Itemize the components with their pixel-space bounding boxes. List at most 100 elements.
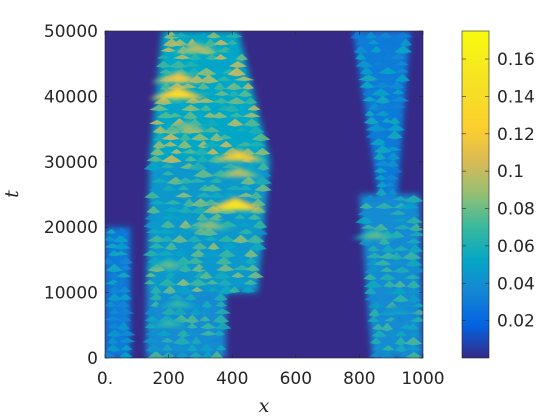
heatmap-cell bbox=[391, 294, 410, 303]
heatmap-cell bbox=[357, 74, 380, 82]
heatmap-cell bbox=[371, 195, 387, 202]
heatmap-cell bbox=[213, 292, 228, 302]
heatmap-cell bbox=[237, 192, 255, 198]
y-tick-label: 50000 bbox=[44, 22, 98, 42]
heatmap-cell bbox=[386, 130, 403, 140]
heatmap-cell bbox=[173, 250, 187, 257]
heatmap-cell bbox=[162, 206, 182, 213]
heatmap-cell bbox=[350, 31, 365, 40]
heatmap-cell bbox=[224, 32, 243, 39]
heatmap-cell bbox=[404, 288, 423, 295]
heatmap-cell bbox=[212, 97, 230, 104]
heatmap-cell bbox=[160, 47, 177, 53]
heatmap-cell bbox=[411, 302, 423, 308]
heatmap-cell bbox=[403, 194, 423, 203]
heatmap-cell bbox=[173, 336, 191, 346]
heatmap-cell bbox=[216, 76, 232, 82]
heatmap-cell bbox=[386, 159, 399, 168]
heatmap-cell bbox=[214, 90, 230, 96]
heatmap-cell bbox=[365, 123, 388, 132]
heatmap-cell bbox=[257, 161, 270, 171]
heatmap-cell bbox=[172, 307, 187, 316]
heatmap-cell bbox=[231, 272, 245, 278]
heatmap-cell bbox=[238, 228, 254, 235]
heatmap-cell bbox=[372, 53, 387, 60]
heatmap-cell bbox=[188, 162, 208, 171]
heatmap-cell bbox=[162, 285, 178, 295]
heatmap-cell bbox=[367, 316, 380, 323]
heatmap-cell bbox=[199, 104, 213, 112]
heatmap-cell bbox=[197, 82, 210, 90]
heatmap-cell bbox=[374, 81, 392, 88]
colorbar-tick-label: 0.1 bbox=[497, 162, 524, 182]
heatmap-cell bbox=[161, 154, 182, 164]
heatmap-cell bbox=[377, 217, 397, 223]
heatmap-cell bbox=[203, 236, 218, 242]
heatmap-cell bbox=[146, 155, 164, 162]
heatmap-cell bbox=[202, 292, 215, 302]
heatmap-cell bbox=[380, 244, 396, 253]
colorbar-tick-label: 0.08 bbox=[497, 200, 535, 220]
heatmap-cell bbox=[209, 132, 224, 142]
heatmap-cell bbox=[389, 237, 402, 246]
heatmap-cell bbox=[105, 235, 116, 242]
heatmap-cell bbox=[242, 112, 261, 118]
heatmap-cell bbox=[361, 96, 377, 102]
heatmap-cell bbox=[374, 202, 394, 209]
heatmap-cell bbox=[210, 337, 222, 343]
heatmap-cell bbox=[213, 308, 231, 315]
heatmap-cell bbox=[381, 117, 392, 124]
heatmap-cell bbox=[378, 273, 397, 281]
heatmap-cell bbox=[184, 293, 197, 301]
heatmap-cell bbox=[114, 250, 129, 256]
heatmap-peak-11 bbox=[363, 232, 388, 239]
heatmap-cell bbox=[161, 133, 180, 141]
heatmap-cell bbox=[237, 221, 251, 227]
heatmap-cell bbox=[116, 272, 132, 278]
heatmap-cell bbox=[198, 74, 219, 84]
heatmap-cell bbox=[218, 249, 236, 258]
heatmap-cell bbox=[196, 98, 216, 103]
heatmap-cell bbox=[156, 228, 175, 234]
heatmap-cell bbox=[222, 126, 234, 134]
heatmap-cell bbox=[235, 53, 248, 61]
heatmap-cell bbox=[393, 245, 410, 252]
heatmap-cell bbox=[394, 330, 408, 337]
heatmap-cell bbox=[383, 280, 397, 288]
heatmap-cell bbox=[393, 280, 407, 288]
heatmap-cell bbox=[369, 337, 382, 345]
heatmap-cell bbox=[169, 60, 188, 69]
heatmap-cell bbox=[209, 191, 225, 199]
heatmap-cell bbox=[363, 287, 377, 295]
x-axis-label: x bbox=[259, 395, 270, 417]
heatmap-cell bbox=[146, 205, 161, 214]
heatmap-cell bbox=[353, 45, 368, 54]
heatmap-cell bbox=[192, 147, 211, 156]
heatmap-cell bbox=[374, 144, 392, 154]
heatmap-cell bbox=[364, 110, 375, 117]
heatmap-cell bbox=[151, 178, 169, 183]
heatmap-cell bbox=[199, 330, 218, 336]
heatmap-cell bbox=[388, 188, 397, 196]
heatmap-cell bbox=[119, 337, 136, 343]
heatmap-cell bbox=[112, 235, 129, 243]
heatmap-cell bbox=[144, 191, 161, 199]
heatmap-cell bbox=[374, 160, 392, 167]
heatmap-cell bbox=[118, 286, 132, 293]
heatmap-cell bbox=[212, 271, 232, 280]
heatmap-cell bbox=[380, 295, 396, 302]
y-tick-label: 20000 bbox=[44, 218, 98, 238]
heatmap-cell bbox=[184, 97, 202, 104]
heatmap-cell bbox=[390, 53, 406, 60]
heatmap-cell bbox=[143, 161, 162, 171]
heatmap-cell bbox=[249, 241, 267, 251]
heatmap-cell bbox=[170, 148, 183, 154]
heatmap-cell bbox=[394, 273, 409, 281]
heatmap-cell bbox=[161, 191, 175, 199]
x-tick-label: 600 bbox=[280, 369, 312, 389]
heatmap-cell bbox=[246, 234, 265, 244]
heatmap-cell bbox=[149, 183, 167, 193]
heatmap-cell bbox=[155, 250, 175, 257]
heatmap-cell bbox=[400, 38, 412, 47]
